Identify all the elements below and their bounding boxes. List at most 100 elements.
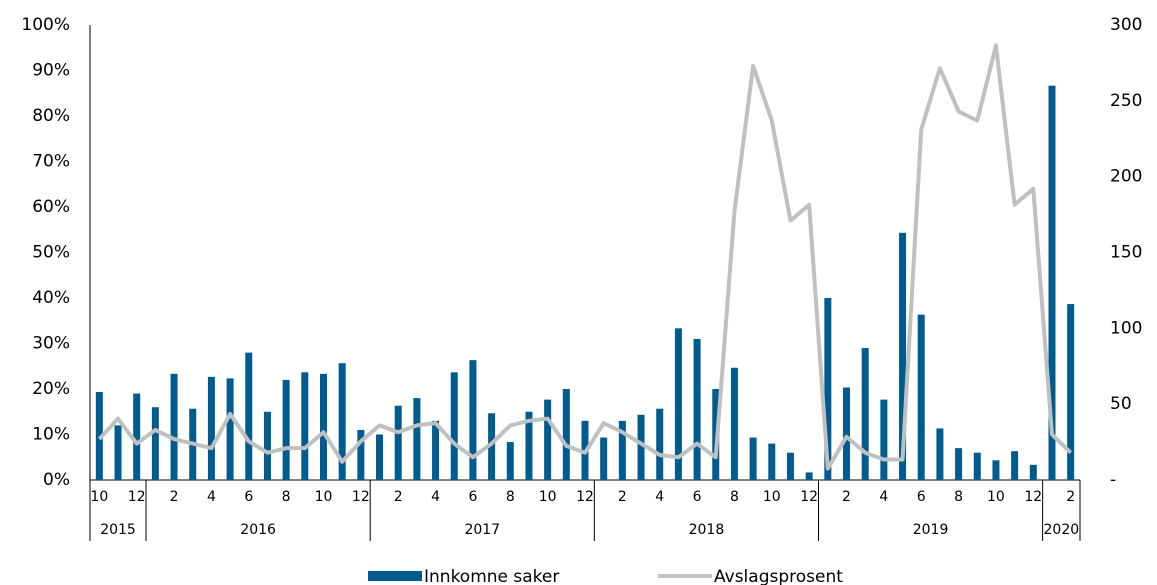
bar (376, 434, 384, 480)
bar (1029, 464, 1037, 480)
bar (768, 443, 776, 480)
x-tick-label: 4 (655, 489, 664, 505)
bar (338, 363, 346, 480)
x-tick-label: 12 (352, 489, 370, 505)
bar (824, 298, 832, 480)
x-tick-label: 2 (394, 489, 403, 505)
year-label: 2015 (100, 522, 136, 538)
year-label: 2019 (913, 522, 949, 538)
bar (1048, 85, 1056, 481)
bar (656, 408, 664, 480)
bar (525, 411, 533, 480)
bar (394, 405, 402, 480)
bar (637, 414, 645, 480)
legend-label: Avslagsprosent (714, 567, 843, 585)
bar (749, 437, 757, 480)
y-tick-label: 100% (21, 15, 70, 35)
legend-label: Innkomne saker (424, 567, 559, 585)
bar (319, 373, 327, 480)
x-tick-label: 10 (90, 489, 108, 505)
x-tick-label: 12 (576, 489, 594, 505)
x-tick-label: 2 (1066, 489, 1075, 505)
x-tick-label: 4 (879, 489, 888, 505)
bar (413, 398, 421, 480)
bar (95, 392, 103, 480)
x-tick-label: 10 (539, 489, 557, 505)
y-tick-label: 10% (32, 425, 70, 445)
x-tick-label: 4 (207, 489, 216, 505)
year-label: 2016 (240, 522, 276, 538)
bar (207, 376, 215, 480)
bar (226, 378, 234, 480)
bar (899, 232, 907, 480)
y2-tick-label: 50 (1110, 394, 1132, 414)
y-tick-label: 90% (32, 61, 70, 81)
bar (693, 338, 701, 480)
y-tick-label: 0% (43, 470, 70, 490)
x-tick-label: 8 (282, 489, 291, 505)
y-tick-label: 50% (32, 243, 70, 263)
bar (917, 314, 925, 480)
bar (488, 413, 496, 480)
bar (469, 360, 477, 480)
bar (843, 387, 851, 480)
year-label: 2018 (689, 522, 725, 538)
bar (955, 448, 963, 480)
bar (544, 399, 552, 480)
bar (506, 442, 514, 480)
bar (282, 379, 290, 480)
bar (450, 372, 458, 480)
y2-tick-label: 200 (1110, 167, 1142, 187)
x-tick-label: 12 (800, 489, 818, 505)
bar (357, 429, 365, 480)
y-tick-label: 30% (32, 334, 70, 354)
x-tick-label: 6 (468, 489, 477, 505)
y2-tick-label: 150 (1110, 243, 1142, 263)
bar (618, 420, 626, 480)
bar (880, 399, 888, 480)
y2-tick-label: 250 (1110, 91, 1142, 111)
bar (562, 389, 570, 480)
x-tick-label: 10 (315, 489, 333, 505)
y-tick-label: 70% (32, 152, 70, 172)
x-tick-label: 8 (954, 489, 963, 505)
bar (992, 460, 1000, 480)
bar (151, 407, 159, 480)
x-tick-label: 10 (763, 489, 781, 505)
bar (301, 372, 309, 480)
y-tick-label: 20% (32, 379, 70, 399)
x-tick-label: 6 (693, 489, 702, 505)
bar (1011, 451, 1019, 480)
bar (973, 452, 981, 480)
x-tick-label: 12 (1024, 489, 1042, 505)
year-label: 2017 (464, 522, 500, 538)
y-tick-label: 80% (32, 106, 70, 126)
bar (786, 452, 794, 480)
bar (861, 348, 869, 480)
y2-tick-label: 300 (1110, 15, 1142, 35)
bar (263, 411, 271, 480)
bar (805, 472, 813, 480)
bar (114, 425, 122, 480)
y2-tick-label: 100 (1110, 318, 1142, 338)
x-tick-label: 2 (842, 489, 851, 505)
bar (936, 428, 944, 480)
bar (170, 373, 178, 480)
x-tick-label: 12 (128, 489, 146, 505)
x-tick-label: 2 (170, 489, 179, 505)
bar (245, 352, 253, 480)
bar (730, 367, 738, 480)
x-tick-label: 4 (431, 489, 440, 505)
x-tick-label: 8 (730, 489, 739, 505)
bar (600, 437, 608, 480)
x-tick-label: 6 (244, 489, 253, 505)
y2-tick-label: - (1110, 470, 1116, 490)
bar (133, 393, 141, 480)
line (97, 43, 1073, 471)
year-label: 2020 (1044, 522, 1080, 538)
legend-swatch (368, 571, 422, 581)
x-tick-label: 6 (917, 489, 926, 505)
bar (1067, 304, 1075, 480)
